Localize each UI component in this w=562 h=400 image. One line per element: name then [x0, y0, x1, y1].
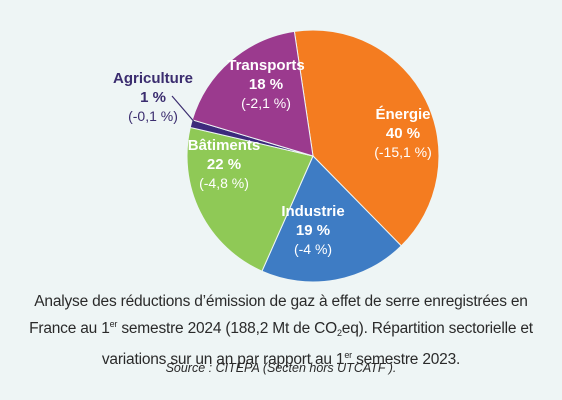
- pie-slice-transports: [191, 30, 314, 157]
- slice-label-batiments: Bâtiments: [188, 137, 261, 154]
- slice-change-agriculture: (-0,1 %): [128, 108, 178, 124]
- slice-change-transports: (-2,1 %): [241, 95, 291, 111]
- pie-chart: Énergie 40 % (-15,1 %) Industrie 19 % (-4 %) B…: [113, 29, 440, 283]
- slice-label-energie: Énergie: [375, 106, 430, 123]
- pie-slice-batiments: [186, 126, 314, 272]
- slice-change-energie: (-15,1 %): [374, 144, 432, 160]
- pie-slice-industrie: [261, 155, 403, 283]
- slice-change-batiments: (-4,8 %): [199, 175, 249, 191]
- leader-line-agriculture: [171, 95, 198, 126]
- caption-line-3: variations sur un an par rapport au 1er …: [101, 350, 461, 368]
- slice-percent-transports: 18 %: [249, 76, 283, 93]
- slice-change-industrie: (-4 %): [294, 241, 332, 257]
- slice-label-transports: Transports: [227, 57, 305, 74]
- chart-caption: Analyse des réductions d’émission de gaz…: [0, 291, 562, 371]
- slice-label-agriculture: Agriculture: [113, 70, 193, 87]
- caption-line-1: Analyse des réductions d’émission de gaz…: [34, 293, 528, 310]
- slice-percent-batiments: 22 %: [207, 156, 241, 173]
- slice-percent-industrie: 19 %: [296, 222, 330, 239]
- pie-slice-energie: [293, 29, 440, 247]
- slice-percent-energie: 40 %: [386, 125, 420, 142]
- caption-line-2: France au 1er semestre 2024 (188,2 Mt de…: [29, 319, 533, 338]
- slice-label-industrie: Industrie: [281, 203, 344, 220]
- chart-source: Source : CITEPA (Secten hors UTCATF ).: [165, 361, 397, 375]
- slice-percent-agriculture: 1 %: [140, 89, 166, 106]
